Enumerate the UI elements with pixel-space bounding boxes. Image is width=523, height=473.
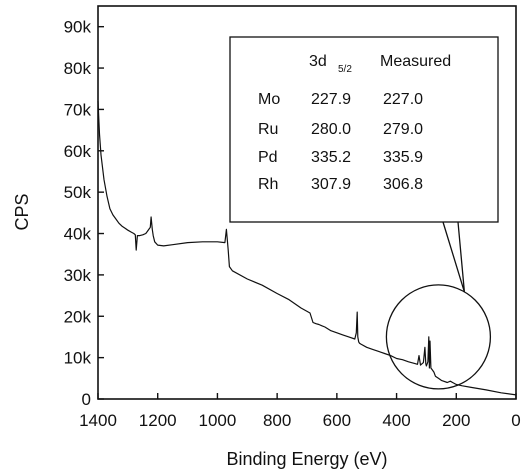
table-row-element: Pd (258, 149, 278, 166)
reference-table: 3d 5/2 Measured Mo 227.9 227.0 Ru 280.0 … (258, 53, 451, 193)
table-row-element: Mo (258, 91, 280, 108)
table-header-ref: 3d (309, 53, 327, 70)
y-tick-label: 0 (82, 390, 91, 409)
table-header-measured: Measured (380, 53, 451, 70)
table-header-ref-subscript: 5/2 (338, 64, 352, 75)
table-row-measured: 279.0 (383, 121, 423, 138)
table-row-ref: 307.9 (311, 176, 351, 193)
table-row-measured: 335.9 (383, 149, 423, 166)
y-axis: 0 10k 20k 30k 40k 50k 60k 70k 80k 90k (64, 18, 104, 409)
y-tick-label: 90k (64, 18, 92, 37)
y-tick-label: 80k (64, 59, 92, 78)
x-tick-label: 200 (442, 411, 470, 430)
y-tick-label: 50k (64, 183, 92, 202)
table-row-ref: 227.9 (311, 91, 351, 108)
series-line (97, 101, 517, 396)
x-tick-label: 600 (323, 411, 351, 430)
x-tick-label: 800 (263, 411, 291, 430)
table-row-element: Ru (258, 121, 278, 138)
x-axis: 1400 1200 1000 800 600 400 200 0 (79, 393, 521, 430)
y-tick-label: 30k (64, 266, 92, 285)
callout (229, 36, 499, 390)
x-tick-label: 1400 (79, 411, 117, 430)
table-row-measured: 306.8 (383, 176, 423, 193)
y-tick-label: 70k (64, 100, 92, 119)
table-row-ref: 335.2 (311, 149, 351, 166)
plot-border (97, 5, 517, 400)
table-row-measured: 227.0 (383, 91, 423, 108)
plot-area (97, 5, 517, 400)
series-layer (97, 101, 517, 396)
y-tick-label: 10k (64, 349, 92, 368)
x-axis-title: Binding Energy (eV) (226, 449, 387, 469)
callout-box (229, 36, 499, 223)
x-tick-label: 0 (511, 411, 520, 430)
callout-circle (385, 284, 492, 390)
callout-pointer (442, 221, 466, 293)
y-tick-label: 40k (64, 225, 92, 244)
x-tick-label: 400 (382, 411, 410, 430)
y-axis-title: CPS (12, 193, 32, 230)
y-tick-label: 20k (64, 307, 92, 326)
x-tick-label: 1000 (199, 411, 237, 430)
y-tick-label: 60k (64, 142, 92, 161)
x-tick-label: 1200 (139, 411, 177, 430)
table-row-element: Rh (258, 176, 278, 193)
table-row-ref: 280.0 (311, 121, 351, 138)
